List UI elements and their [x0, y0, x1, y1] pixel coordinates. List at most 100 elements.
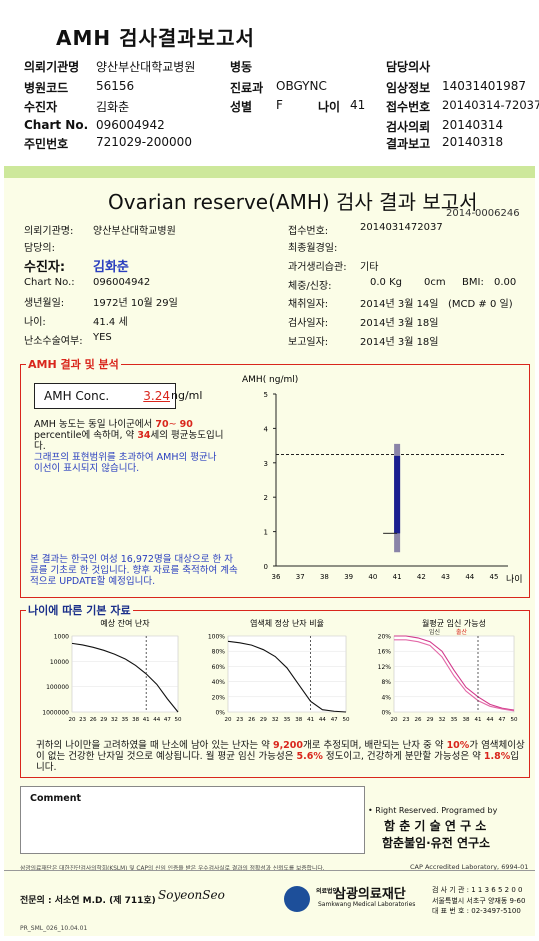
x-tick-label: 20: [225, 717, 232, 723]
info-label: 검사일자:: [288, 318, 329, 329]
plot-area: [227, 635, 347, 713]
lab-info-2: 서울특별시 서초구 양재동 9-60: [432, 897, 526, 905]
mini-chart-title: 예상 잔여 난자: [100, 618, 150, 628]
samkwang-en: Samkwang Medical Laboratories: [318, 901, 416, 908]
header-label: 검사의뢰: [386, 120, 431, 134]
amh-conc-unit: ng/ml: [171, 389, 203, 402]
info-value: 기타: [360, 262, 379, 273]
birth-value: 1.8%: [483, 751, 511, 762]
header-value: 14031401987: [442, 79, 526, 93]
percentile-high: 90: [179, 419, 193, 430]
samkwang-logo-icon: [284, 886, 310, 912]
x-tick-label: 37: [296, 573, 305, 581]
mini-chart-title: 염색체 정상 난자 비율: [250, 618, 324, 628]
amh-interpretation: AMH 농도는 동일 나이군에서 70~ 90 percentile에 속하며,…: [34, 419, 224, 452]
y-tick-label: 3: [264, 460, 268, 468]
info-label: 수진자:: [24, 260, 66, 275]
dept-value: OBGYNC: [276, 79, 327, 93]
x-tick-label: 50: [511, 717, 518, 723]
org-prefix: 의료법인: [316, 888, 339, 895]
patient-name: 김화춘: [93, 260, 129, 275]
info-value: 1972년 10월 29일: [93, 298, 178, 309]
bmi-label: BMI:: [462, 277, 484, 288]
x-tick-label: 23: [403, 717, 410, 723]
header-label: 병원코드: [24, 81, 69, 95]
x-tick-label: 47: [499, 717, 506, 723]
y-tick-label: 1: [264, 529, 268, 537]
info-label: 담당의:: [24, 243, 55, 254]
x-tick-label: 26: [90, 717, 97, 723]
x-tick-label: 44: [487, 717, 494, 723]
info-label: 난소수술여부:: [24, 336, 83, 347]
amh-conc-box: [34, 383, 176, 409]
x-tick-label: 44: [465, 573, 474, 581]
x-tick-label: 32: [272, 717, 279, 723]
amh-conc-value: 3.24: [143, 389, 170, 403]
x-tick-label: 23: [236, 717, 243, 723]
x-tick-label: 29: [427, 717, 434, 723]
y-tick-label: 5: [264, 391, 268, 399]
amh-conc-label: AMH Conc.: [44, 389, 110, 403]
normal-egg-ratio-chart: 염색체 정상 난자 비율 0% 20% 40% 60% 80% 100% 20 23 26 29 32…: [208, 618, 350, 723]
ward-label: 병동: [230, 60, 253, 74]
info-value: 2014년 3월 18일: [360, 337, 439, 348]
amh-data-note: 본 결과는 한국인 여성 16,972명을 대상으로 한 자료를 기초로 한 것…: [30, 554, 238, 587]
samkwang-name: 삼광의료재단: [334, 887, 406, 902]
y-tick-label: 12%: [378, 664, 392, 671]
y-tick-label: 8%: [381, 679, 391, 686]
y-tick-label: 20%: [378, 634, 392, 641]
x-tick-label: 45: [490, 573, 499, 581]
plot-area: [393, 635, 515, 713]
y-tick-label: 1000000: [42, 710, 69, 717]
org-name-1: 함 춘 기 술 연 구 소: [384, 819, 487, 833]
x-tick-label: 47: [164, 717, 171, 723]
header-label: 임상정보: [386, 81, 431, 95]
info-label: 생년월일:: [24, 298, 65, 309]
x-tick-label: 41: [475, 717, 482, 723]
eggs-value: 9,200: [272, 740, 304, 751]
series-line: [394, 635, 515, 711]
y-tick-label: 4: [264, 425, 269, 433]
info-value: 096004942: [93, 277, 151, 288]
sex-value: F: [276, 98, 283, 112]
rights-line: • Right Reserved. Programed by: [368, 806, 498, 815]
header-value: 721029-200000: [96, 135, 192, 149]
x-tick-label: 44: [319, 717, 326, 723]
y-tick-label: 0: [264, 563, 268, 571]
info-label: 체중/신장:: [288, 281, 332, 292]
x-axis-label: 나이: [506, 574, 523, 585]
dept-label: 진료과: [230, 81, 264, 95]
x-tick-label: 42: [417, 573, 426, 581]
signature: SoyeonSeo: [158, 888, 225, 902]
header-label: 담당의사: [386, 60, 431, 74]
header-label: 의뢰기관명: [24, 60, 80, 74]
x-tick-label: 38: [320, 573, 329, 581]
header-label: Chart No.: [24, 118, 89, 132]
x-tick-label: 41: [307, 717, 314, 723]
y-tick-label: 60%: [212, 664, 226, 671]
sex-label: 성별: [230, 100, 253, 114]
pregnancy-chance-chart: 월평균 임신 가능성 0% 4% 8% 12% 16% 20% 20 23 26 29 32 35 38 4…: [378, 618, 518, 723]
form-number: PR_SML_026_10.04.01: [20, 925, 88, 932]
header-label: 수진자: [24, 100, 58, 114]
y-tick-label: 80%: [212, 649, 226, 656]
lab-info-3: 대 표 번 호 : 02-3497-5100: [432, 907, 521, 915]
basic-section-title: 나이에 따른 기본 자료: [26, 602, 133, 618]
info-value: 2014년 3월 14일: [360, 299, 439, 310]
header-value: 096004942: [96, 118, 165, 132]
percentile-low: 70: [155, 419, 169, 430]
top-stripe: [4, 166, 535, 178]
info-value: YES: [93, 332, 112, 343]
y-tick-label: 1000: [54, 634, 69, 641]
info-label: 의뢰기관명:: [24, 226, 74, 237]
mini-chart-title: 월평균 임신 가능성: [422, 618, 486, 628]
legend-item: 출산: [456, 628, 468, 636]
y-tick-label: 0%: [381, 710, 391, 717]
remaining-eggs-chart: 예상 잔여 난자 1000000 100000 10000 1000 20 23 26 29 32…: [42, 618, 182, 723]
doc-number: 2014-0006246: [446, 208, 520, 219]
amh-section-title: AMH 결과 및 분석: [26, 356, 121, 372]
y-tick-label: 4%: [381, 694, 391, 701]
legend-item: 임신: [429, 628, 440, 636]
x-tick-label: 43: [441, 573, 450, 581]
header-value: 20140314-72037: [442, 98, 539, 112]
